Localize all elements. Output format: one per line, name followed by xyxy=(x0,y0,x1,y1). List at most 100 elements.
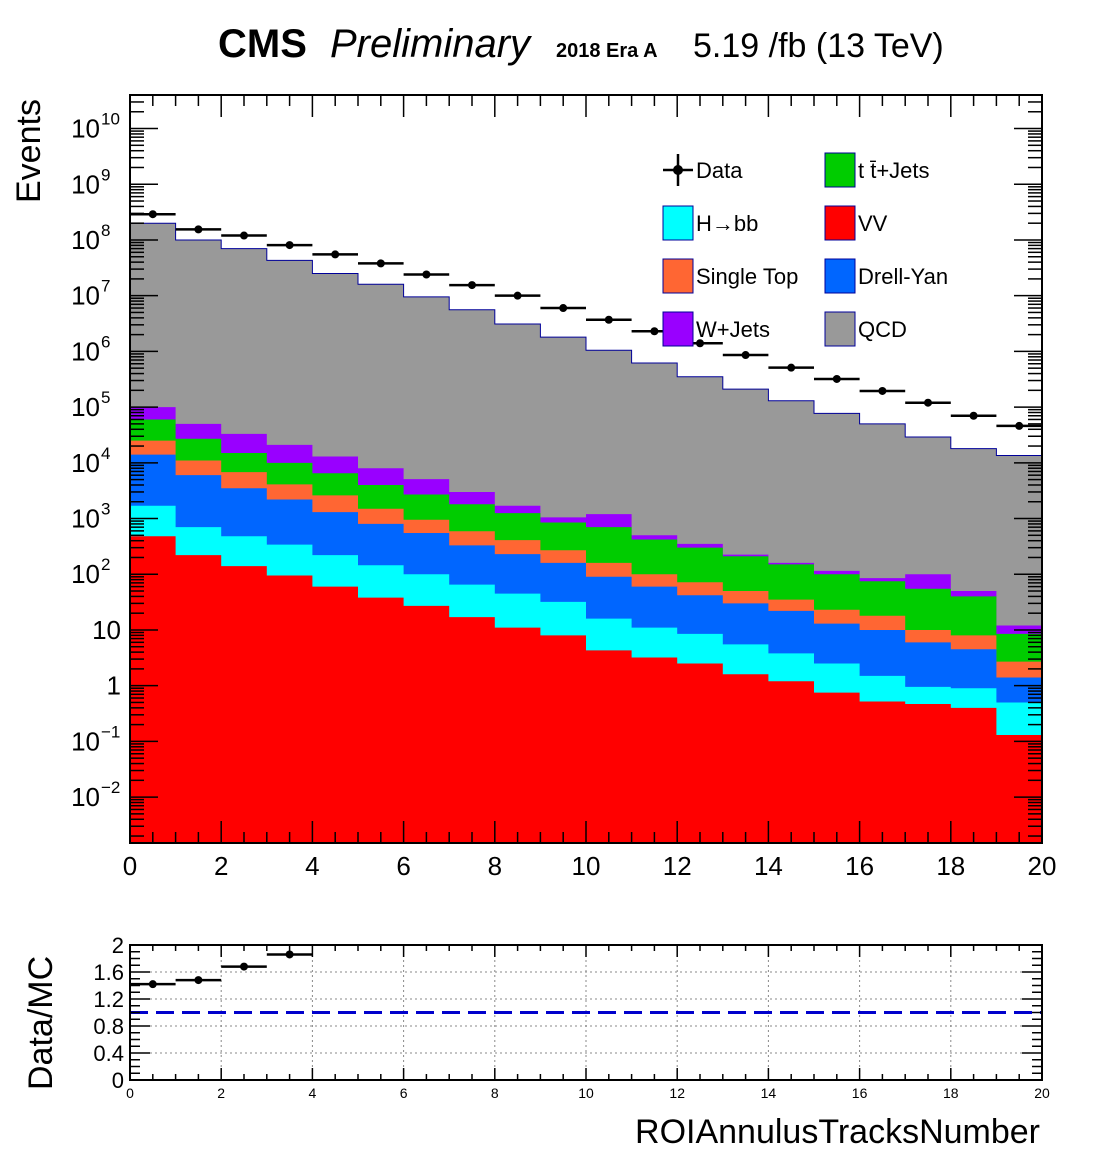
ratio-x-tick-label: 8 xyxy=(491,1085,499,1101)
y-tick-exponent: 7 xyxy=(101,277,110,296)
x-tick-label: 6 xyxy=(396,851,410,881)
ratio-point xyxy=(194,976,203,985)
ratio-x-tick-label: 0 xyxy=(126,1085,134,1101)
x-tick-label: 16 xyxy=(845,851,874,881)
x-tick-label: 4 xyxy=(305,851,319,881)
y-tick-exponent: 10 xyxy=(101,110,120,129)
data-point xyxy=(513,291,522,300)
data-point xyxy=(422,270,431,279)
legend-label-data: Data xyxy=(696,158,743,183)
y-tick-exponent: 9 xyxy=(101,165,110,184)
ratio-x-tick-label: 16 xyxy=(852,1085,868,1101)
experiment-label: CMS xyxy=(218,22,307,66)
x-tick-label: 0 xyxy=(123,851,137,881)
ratio-point xyxy=(285,950,294,959)
y-tick-label: 1 xyxy=(107,671,121,701)
y-tick-label: 10 xyxy=(71,726,100,756)
y-axis-title: Events xyxy=(10,99,48,203)
ratio-x-tick-label: 20 xyxy=(1034,1085,1050,1101)
legend-marker xyxy=(673,165,683,175)
status-label: Preliminary xyxy=(330,22,533,66)
data-point xyxy=(969,411,978,420)
legend-label-drell-yan: Drell-Yan xyxy=(858,264,948,289)
legend-swatch-drell-yan xyxy=(824,258,856,294)
data-point xyxy=(696,339,704,348)
x-tick-label: 14 xyxy=(754,851,783,881)
x-tick-label: 8 xyxy=(488,851,502,881)
y-tick-label: 10 xyxy=(71,225,100,255)
ratio-point xyxy=(148,980,157,989)
data-point xyxy=(832,374,841,383)
stack-vv xyxy=(130,536,1042,843)
lumi-label: 5.19 /fb (13 TeV) xyxy=(693,27,944,65)
data-point xyxy=(468,281,476,290)
ratio-x-tick-label: 2 xyxy=(217,1085,225,1101)
x-tick-label: 18 xyxy=(936,851,965,881)
y-tick-label: 10 xyxy=(92,615,121,645)
y-tick-label: 10 xyxy=(71,114,100,144)
data-point xyxy=(1015,421,1024,430)
legend-swatch-t-t-jets xyxy=(824,152,856,188)
y-tick-exponent: 8 xyxy=(101,221,110,240)
legend-swatch-single-top xyxy=(662,258,694,294)
data-point xyxy=(376,259,385,268)
data-point xyxy=(878,386,887,395)
y-tick-exponent: 2 xyxy=(101,555,110,574)
data-point xyxy=(148,210,157,219)
y-tick-label: 10 xyxy=(71,336,100,366)
x-tick-label: 10 xyxy=(572,851,601,881)
ratio-y-tick-label: 1.6 xyxy=(93,960,124,985)
ratio-content xyxy=(130,950,1042,1014)
y-tick-label: 10 xyxy=(71,169,100,199)
header: CMS Preliminary 2018 Era A 5.19 /fb (13 … xyxy=(218,22,944,66)
legend-swatch-h-bb xyxy=(662,205,694,241)
ratio-y-tick-label: 2 xyxy=(112,933,124,958)
y-tick-exponent: −1 xyxy=(101,722,120,741)
legend-label-t-t-jets: t t̄+Jets xyxy=(858,158,930,183)
ratio-y-tick-label: 0.4 xyxy=(93,1041,124,1066)
y-tick-exponent: 4 xyxy=(101,444,110,463)
y-tick-exponent: −2 xyxy=(101,778,120,797)
ratio-y-tick-label: 0.8 xyxy=(93,1014,124,1039)
ratio-point xyxy=(240,962,248,971)
y-tick-exponent: 5 xyxy=(101,388,110,407)
y-tick-label: 10 xyxy=(71,281,100,311)
data-point xyxy=(604,315,613,324)
legend-swatch-w-jets xyxy=(662,311,694,347)
ratio-grid xyxy=(130,945,1042,1080)
y-tick-exponent: 6 xyxy=(101,332,110,351)
data-point xyxy=(559,304,568,313)
legend-swatch-vv xyxy=(824,205,856,241)
legend: Data t t̄+Jets H→bb VV Single Top Drell-Yan W+… xyxy=(662,152,948,347)
ratio-y-axis-title: Data/MC xyxy=(22,956,60,1090)
y-tick-label: 10 xyxy=(71,448,100,478)
data-point xyxy=(924,398,932,407)
ratio-x-tick-label: 14 xyxy=(761,1085,777,1101)
legend-swatch-qcd xyxy=(824,311,856,347)
data-point xyxy=(650,327,659,336)
data-point xyxy=(194,225,203,234)
y-tick-label: 10 xyxy=(71,392,100,422)
y-tick-label: 10 xyxy=(71,782,100,812)
data-point xyxy=(787,363,796,372)
legend-label-qcd: QCD xyxy=(858,317,907,342)
legend-label-single-top: Single Top xyxy=(696,264,798,289)
legend-label-w-jets: W+Jets xyxy=(696,317,770,342)
data-point xyxy=(741,351,750,360)
ratio-x-tick-label: 12 xyxy=(669,1085,685,1101)
ratio-y-tick-label: 0 xyxy=(112,1068,124,1093)
legend-label-vv: VV xyxy=(858,211,888,236)
ratio-x-tick-label: 6 xyxy=(400,1085,408,1101)
data-point xyxy=(331,250,340,259)
ratio-y-tick-label: 1.2 xyxy=(93,987,124,1012)
stack-layer xyxy=(129,222,1043,844)
data-point xyxy=(285,241,294,250)
y-tick-exponent: 3 xyxy=(101,500,110,519)
legend-label-h-bb: H→bb xyxy=(696,211,758,236)
ratio-x-tick-label: 4 xyxy=(309,1085,317,1101)
